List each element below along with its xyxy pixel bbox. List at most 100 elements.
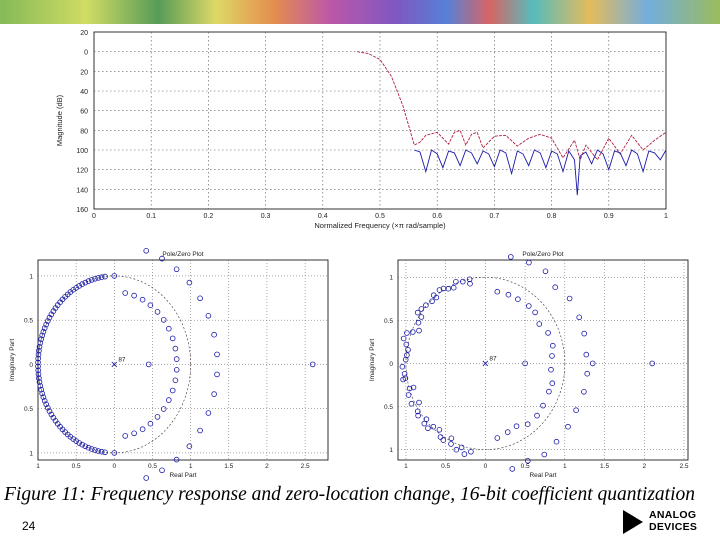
zero-marker bbox=[139, 296, 146, 303]
x-tick-label: 0.9 bbox=[604, 213, 614, 220]
zero-marker bbox=[566, 295, 573, 302]
zero-marker bbox=[546, 388, 552, 395]
zero-marker bbox=[36, 344, 43, 350]
zero-marker bbox=[160, 406, 167, 412]
figure-caption: Figure 11: Frequency response and zero-l… bbox=[4, 484, 696, 505]
x-tick-label: 0.5 bbox=[521, 463, 530, 470]
zero-marker bbox=[581, 389, 587, 395]
zero-marker bbox=[430, 292, 437, 298]
zero-marker bbox=[46, 314, 53, 321]
zero-marker bbox=[416, 399, 422, 406]
x-tick-label: 0.5 bbox=[148, 463, 157, 470]
pole-marker bbox=[111, 361, 118, 368]
zero-marker bbox=[583, 351, 590, 358]
y-tick-label: 1 bbox=[389, 275, 393, 282]
zero-marker bbox=[549, 380, 556, 387]
zero-marker bbox=[92, 447, 98, 453]
zero-marker bbox=[425, 425, 431, 432]
y-tick-label: 1 bbox=[389, 447, 393, 454]
plot-title: Pole/Zero Plot bbox=[162, 251, 203, 258]
zero-marker bbox=[649, 360, 656, 367]
zero-marker bbox=[309, 361, 316, 368]
y-tick-label: 0.5 bbox=[24, 406, 33, 413]
zero-marker bbox=[536, 321, 543, 327]
unit-circle bbox=[37, 275, 191, 454]
zero-marker bbox=[44, 405, 51, 411]
y-tick-label: 0.5 bbox=[384, 318, 393, 325]
pole-zero-plot-quantized: Pole/Zero Plot 1 0.5 0 0.5 1 1 0.5 0 0.5 1 1.5 2 2.5 R… bbox=[369, 251, 689, 479]
pole-marker bbox=[482, 360, 489, 367]
zero-marker bbox=[458, 444, 465, 451]
zero-marker bbox=[549, 353, 555, 359]
zero-marker bbox=[467, 280, 473, 287]
zero-marker bbox=[35, 371, 42, 378]
zero-marker bbox=[214, 371, 220, 378]
zero-marker bbox=[430, 423, 437, 430]
y-tick-label: 40 bbox=[80, 89, 88, 96]
zero-marker bbox=[494, 288, 501, 295]
zero-marker bbox=[211, 331, 217, 338]
zero-marker bbox=[589, 360, 596, 367]
y-tick-label: 0 bbox=[84, 50, 88, 57]
x-tick-label: 0.2 bbox=[204, 213, 214, 220]
zero-marker bbox=[429, 298, 435, 305]
zero-marker bbox=[584, 370, 591, 377]
y-tick-label: 1 bbox=[29, 450, 33, 457]
zero-marker bbox=[197, 427, 203, 434]
x-tick-label: 1 bbox=[563, 463, 567, 470]
zero-marker bbox=[131, 292, 137, 299]
logo-triangle-icon bbox=[623, 510, 643, 534]
blue-response-line bbox=[414, 149, 667, 196]
zero-marker bbox=[576, 314, 583, 321]
y-tick-label: 0.5 bbox=[384, 404, 393, 411]
zero-marker bbox=[95, 275, 102, 281]
zero-marker bbox=[552, 284, 559, 290]
zero-marker bbox=[43, 401, 49, 408]
zero-marker bbox=[205, 313, 212, 319]
zero-marker bbox=[418, 314, 425, 320]
zero-marker bbox=[414, 408, 421, 415]
frequency-response-chart: 20 0 20 40 60 80 100 120 140 160 0 0.1 0.2 0.3 0.4 0.5 0… bbox=[55, 30, 668, 230]
zero-marker bbox=[410, 384, 417, 391]
x-tick-label: 1.5 bbox=[600, 463, 609, 470]
zero-marker bbox=[35, 363, 41, 370]
zero-marker bbox=[88, 446, 95, 452]
zero-marker bbox=[542, 268, 549, 275]
plot-area bbox=[397, 259, 689, 461]
x-tick-label: 0.1 bbox=[146, 213, 156, 220]
zero-marker bbox=[38, 386, 44, 393]
zero-marker bbox=[166, 397, 172, 403]
pole-multiplicity-label: 87 bbox=[489, 355, 497, 362]
zero-marker bbox=[406, 385, 413, 392]
y-tick-label: 0.5 bbox=[24, 318, 33, 325]
zero-marker bbox=[524, 421, 531, 428]
x-tick-label: 1 bbox=[189, 463, 193, 470]
y-tick-label: 1 bbox=[29, 273, 33, 280]
zero-marker bbox=[460, 278, 466, 285]
zero-marker bbox=[526, 259, 532, 266]
zero-marker bbox=[513, 423, 520, 430]
pole-multiplicity-label: 87 bbox=[118, 356, 126, 363]
zero-marker bbox=[400, 376, 406, 383]
zero-marker bbox=[548, 366, 554, 373]
x-tick-label: 0.5 bbox=[441, 463, 450, 470]
zero-marker bbox=[509, 466, 516, 472]
zero-marker bbox=[448, 435, 455, 442]
x-tick-label: 2.5 bbox=[680, 463, 689, 470]
x-tick-label: 0.7 bbox=[490, 213, 500, 220]
zero-marker bbox=[143, 475, 150, 481]
zero-marker bbox=[122, 290, 128, 296]
zero-marker bbox=[526, 303, 532, 309]
zero-marker bbox=[415, 319, 422, 326]
zero-marker bbox=[172, 377, 179, 384]
zero-marker bbox=[515, 296, 521, 302]
x-tick-label: 0.4 bbox=[318, 213, 328, 220]
zero-marker bbox=[423, 302, 429, 308]
zero-marker bbox=[40, 328, 47, 335]
zero-marker bbox=[169, 335, 176, 342]
zero-marker bbox=[147, 302, 154, 308]
zero-marker bbox=[79, 281, 85, 287]
zero-marker bbox=[399, 363, 406, 370]
zero-marker bbox=[522, 360, 528, 367]
zero-marker bbox=[102, 273, 108, 280]
